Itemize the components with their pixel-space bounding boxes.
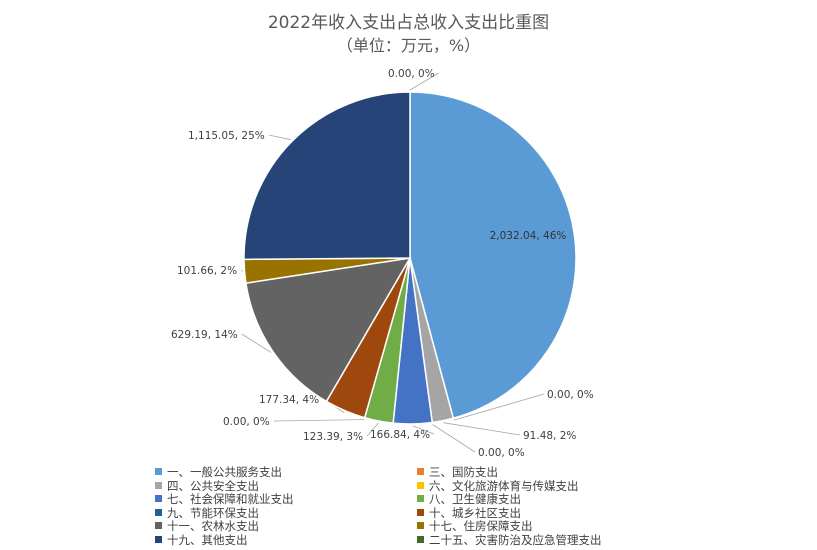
data-label-8: 629.19, 14%: [171, 329, 238, 341]
legend-label-4: 七、社会保障和就业支出: [167, 492, 294, 506]
slice-8: [245, 257, 412, 403]
leader-line-3: [432, 424, 476, 453]
legend-label-9: 十七、住房保障支出: [429, 519, 533, 533]
legend-swatch-10: [155, 535, 162, 543]
legend-item-10: 十九、其他支出: [155, 532, 248, 547]
leader-line-4: [412, 425, 435, 435]
leader-line-9: [240, 269, 243, 272]
legend-item-4: 七、社会保障和就业支出: [155, 493, 294, 506]
legend-swatch-8: [155, 522, 162, 529]
data-label-1: 0.00, 0%: [547, 389, 594, 401]
legend-swatch-11: [417, 535, 424, 543]
legend-item-7: 十、城乡社区支出: [417, 505, 521, 520]
legend-label-11: 二十五、灾害防治及应急管理支出: [429, 532, 602, 547]
data-label-4: 166.84, 4%: [370, 429, 430, 441]
chart-subtitle: （单位：万元，%）: [336, 36, 481, 55]
legend-item-8: 十一、农林水支出: [155, 520, 259, 533]
legend-item-1: 三、国防支出: [417, 466, 498, 479]
legend-swatch-6: [155, 508, 162, 516]
leader-line-8: [241, 333, 272, 353]
slice-0: [409, 91, 577, 420]
legend-label-6: 九、节能环保支出: [167, 505, 259, 520]
legend-swatch-9: [417, 522, 424, 529]
leader-line-5: [366, 422, 379, 437]
data-label-3: 0.00, 0%: [478, 447, 525, 459]
data-label-0: 2,032.04, 46%: [490, 230, 567, 242]
legend-swatch-0: [155, 468, 162, 475]
data-label-2: 91.48, 2%: [523, 430, 576, 442]
legend-label-7: 十、城乡社区支出: [429, 505, 521, 520]
legend-item-11: 二十五、灾害防治及应急管理支出: [417, 532, 602, 547]
legend-item-3: 六、文化旅游体育与传媒支出: [417, 478, 579, 493]
chart-title: 2022年收入支出占总收入支出比重图: [267, 13, 550, 33]
legend-swatch-5: [417, 495, 424, 502]
legend-item-2: 四、公共安全支出: [155, 478, 259, 493]
leader-line-11: [409, 72, 439, 91]
leader-line-1: [453, 393, 545, 421]
slice-10: [243, 91, 411, 261]
data-label-6: 0.00, 0%: [223, 416, 270, 428]
legend-label-2: 四、公共安全支出: [167, 478, 259, 493]
data-label-5: 123.39, 3%: [303, 431, 363, 443]
data-label-10: 1,115.05, 25%: [188, 130, 265, 142]
legend-item-5: 八、卫生健康支出: [417, 493, 521, 506]
legend-label-10: 十九、其他支出: [167, 532, 248, 547]
legend-label-3: 六、文化旅游体育与传媒支出: [429, 478, 579, 493]
legend-swatch-1: [417, 468, 424, 475]
data-label-7: 177.34, 4%: [259, 394, 319, 406]
legend-label-8: 十一、农林水支出: [167, 519, 259, 533]
leader-line-6: [273, 419, 365, 422]
leader-line-10: [268, 134, 291, 141]
legend-swatch-3: [417, 481, 424, 489]
legend-label-5: 八、卫生健康支出: [429, 492, 521, 506]
data-label-11: 0.00, 0%: [388, 68, 435, 80]
leader-line-2: [443, 422, 521, 436]
legend-item-6: 九、节能环保支出: [155, 505, 259, 520]
legend-item-0: 一、一般公共服务支出: [155, 466, 282, 479]
legend-swatch-4: [155, 495, 162, 502]
legend-swatch-7: [417, 508, 424, 516]
legend-label-0: 一、一般公共服务支出: [167, 465, 282, 479]
data-label-9: 101.66, 2%: [177, 265, 237, 277]
legend-swatch-2: [155, 481, 162, 489]
legend-item-9: 十七、住房保障支出: [417, 520, 533, 533]
legend-label-1: 三、国防支出: [429, 465, 498, 479]
